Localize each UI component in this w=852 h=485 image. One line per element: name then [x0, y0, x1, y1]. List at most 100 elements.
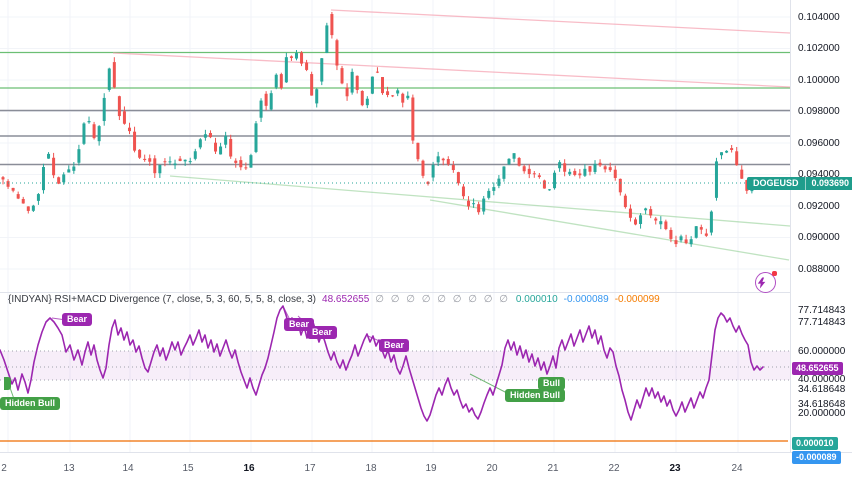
indicator-legend[interactable]: {INDYAN} RSI+MACD Divergence (7, close, …	[8, 294, 660, 305]
candle-body	[345, 87, 349, 97]
candle-body	[654, 218, 658, 221]
candle-body	[573, 170, 577, 175]
candle-body	[153, 158, 157, 174]
candle-body	[639, 215, 643, 225]
indicator-chart-canvas[interactable]	[0, 292, 790, 452]
pane-divider[interactable]	[0, 292, 852, 293]
candle-body	[254, 123, 258, 152]
price-axis-label: 0.102000	[798, 43, 840, 54]
candle-body	[553, 172, 557, 189]
lightning-icon	[757, 277, 766, 288]
candle-body	[456, 172, 460, 184]
candle-body	[57, 177, 61, 184]
time-axis-label: 18	[365, 463, 377, 474]
candle-body	[198, 139, 202, 148]
candle-body	[477, 204, 481, 213]
candle-body	[725, 150, 729, 153]
candle-body	[229, 138, 233, 157]
candle-body	[644, 208, 648, 211]
bear-marker: Bear	[62, 313, 93, 326]
candle-body	[97, 126, 101, 142]
price-axis-label: 0.088000	[798, 263, 840, 275]
rsi-value-badge: 48.652655	[792, 362, 843, 375]
quick-trade-button[interactable]	[755, 271, 777, 293]
candle-body	[77, 149, 81, 163]
trend-line[interactable]	[429, 199, 790, 261]
candle-body	[446, 159, 450, 165]
candle-body	[117, 96, 121, 117]
candle-body	[461, 186, 465, 197]
time-axis-label: 23	[669, 463, 681, 474]
candle-body	[547, 189, 551, 191]
candle-body	[487, 190, 491, 198]
candle-body	[679, 236, 683, 241]
time-axis-label: 2	[1, 463, 7, 474]
candle-body	[492, 187, 496, 191]
candle-body	[6, 181, 10, 187]
candle-body	[188, 161, 192, 163]
candle-body	[451, 165, 455, 171]
indicator-axis-label: 40.000000	[798, 373, 846, 385]
candle-body	[72, 166, 76, 171]
candle-body	[208, 132, 212, 138]
candle-body	[82, 123, 86, 144]
candle-body	[598, 162, 602, 166]
candle-body	[148, 158, 152, 162]
candle-body	[522, 166, 526, 172]
candle-body	[244, 167, 248, 169]
bear-marker: Bear	[379, 339, 410, 352]
candle-body	[310, 74, 314, 96]
candle-body	[669, 229, 673, 239]
candle-body	[330, 14, 334, 36]
candle-body	[168, 161, 172, 163]
bear-marker: Bear	[307, 326, 338, 339]
price-axis-label: 0.092000	[798, 200, 840, 212]
candle-body	[618, 178, 622, 193]
candle-body	[628, 208, 632, 218]
candle-body	[239, 160, 243, 168]
candle-body	[467, 200, 471, 207]
candle-body	[391, 95, 395, 97]
candle-body	[411, 97, 415, 141]
price-axis-label: 0.100000	[798, 74, 840, 86]
candle-body	[52, 157, 56, 176]
candle-body	[537, 175, 541, 178]
candle-body	[386, 91, 390, 96]
price-chart-canvas[interactable]	[0, 0, 790, 292]
candle-body	[193, 151, 197, 159]
indicator-null-values: ∅ ∅ ∅ ∅ ∅ ∅ ∅ ∅ ∅	[375, 294, 510, 305]
trend-line[interactable]	[112, 52, 790, 88]
indicator-axis-label: 77.714843	[798, 304, 846, 316]
candle-body	[163, 161, 167, 163]
price-axis-label: 0.104000	[798, 11, 840, 23]
signal-value-badge: -0.000089	[792, 451, 841, 464]
candle-body	[112, 62, 116, 88]
bull-marker: Bull	[538, 377, 565, 390]
price-scale[interactable]	[790, 0, 852, 452]
candle-body	[102, 97, 106, 122]
candle-body	[689, 239, 693, 245]
candle-body	[568, 171, 572, 175]
candle-body	[709, 211, 713, 233]
candle-body	[497, 178, 501, 186]
candle-body	[143, 158, 147, 160]
time-scale[interactable]	[0, 452, 852, 485]
candle-body	[214, 142, 218, 152]
candle-body	[720, 152, 724, 156]
candle-body	[623, 195, 627, 208]
candle-body	[47, 153, 51, 159]
candle-body	[350, 71, 354, 93]
candle-body	[335, 40, 339, 66]
notification-dot	[772, 271, 777, 276]
rsi-line[interactable]	[0, 305, 764, 422]
candle-body	[203, 134, 207, 138]
candle-body	[173, 163, 177, 166]
candle-body	[183, 159, 187, 162]
candle-body	[219, 146, 223, 155]
trend-line[interactable]	[330, 9, 790, 34]
candle-body	[264, 93, 268, 106]
indicator-signal-value: -0.000089	[563, 294, 609, 305]
candle-body	[532, 173, 536, 175]
trend-line[interactable]	[169, 175, 790, 227]
